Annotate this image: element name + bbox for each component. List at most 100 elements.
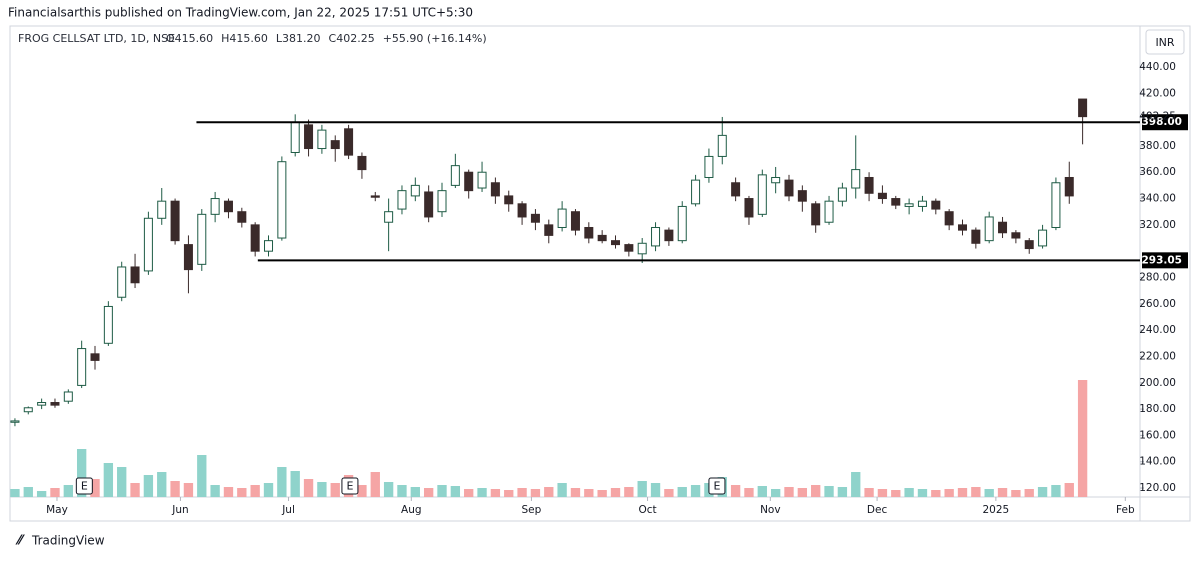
candle-body [1038,229,1048,247]
candle-body [357,155,367,171]
volume-bar [891,490,901,497]
volume-bar [677,487,687,497]
candle-body [584,226,594,239]
volume-bar [90,479,100,497]
candle-body [63,391,73,402]
candle-body [424,191,434,218]
candle-body [530,213,540,223]
x-tick-label: Jul [281,504,295,516]
volume-bar [423,488,434,497]
candle-body [971,229,981,244]
currency-box [1145,29,1185,55]
volume-bar [824,486,834,497]
candle-body [304,124,314,150]
volume-bar [877,489,888,497]
candle-body [1064,176,1074,197]
x-tick-label: Aug [401,504,422,516]
candle-body [384,211,394,223]
y-tick-label: 420.00 [1139,87,1176,99]
volume-bar [584,489,594,497]
candle-body [490,182,500,197]
candle-body [957,224,968,231]
candle-body [664,229,674,242]
volume-bar [931,490,941,497]
candle-body [611,240,621,246]
candle-body [931,200,941,210]
symbol: FROG CELLSAT LTD, 1D, NSE [18,32,175,45]
y-tick-label: 200.00 [1139,377,1176,389]
volume-bar [263,483,274,497]
candle-body [77,348,87,386]
volume-bar [557,483,567,497]
volume-bar [1064,483,1074,497]
y-tick-label: 380.00 [1139,140,1176,152]
candle-body [277,161,287,239]
candle-body [37,402,47,406]
y-tick-label: 240.00 [1139,324,1176,336]
candle-body [143,217,153,272]
volume-bar [290,471,300,497]
volume-bar [357,485,367,497]
candle-body [1011,232,1021,239]
candle-body [117,266,127,298]
level-label: 398.00 [1141,116,1182,128]
candle-body [544,224,554,236]
volume-bar [223,487,234,497]
candle-body [691,179,701,205]
candle-body [837,187,847,202]
volume-bar [117,467,127,497]
candle-body [917,200,927,207]
volume-bar [957,488,968,497]
x-tick-label: Dec [867,504,888,516]
candle-body [437,190,447,213]
volume-bar [664,489,674,497]
candle-body [851,169,861,189]
candle-body [90,353,100,361]
volume-bar [944,489,954,497]
volume-bar [303,479,314,497]
candle-body [877,192,887,200]
level-label-bg [1142,114,1188,131]
volume-bar [130,483,140,497]
candle-body [330,140,340,150]
volume-bar [1011,490,1021,497]
footer-logo: ⁄⁄ [15,534,25,549]
x-tick-label: Sep [522,504,542,516]
volume-bar [143,475,154,497]
event-marker [708,477,726,495]
event-marker [75,477,93,495]
volume-bar [610,488,621,497]
volume-bar [971,487,981,497]
candle-body [1051,182,1061,228]
y-tick-label: 160.00 [1139,429,1176,441]
volume-bar [811,485,821,497]
candle-body [771,176,781,184]
candle-body [797,190,807,202]
ohlc-legend: O415.60 H415.60 L381.20 C402.25 +55.90 (+16.… [166,32,487,45]
volume-bar [570,488,581,497]
candle-body [183,244,193,271]
footer: TradingView [31,534,105,548]
volume-bar [170,481,180,497]
volume-bar [317,482,327,497]
candle-body [717,134,727,157]
candle-body [197,213,207,265]
candle-body [998,221,1008,234]
candle-body [731,182,741,197]
candle-body [410,184,420,197]
currency: INR [1155,36,1174,49]
volume-bar [50,488,60,497]
candle-body [597,234,607,242]
volume-bar [851,472,861,497]
volume-bar [1051,485,1061,497]
volume-bar [624,487,634,497]
candle-body [677,205,687,242]
volume-bar [530,489,541,497]
volume-bar [76,449,87,497]
candle-body [237,211,247,223]
chart-frame [9,25,1191,522]
level-label: 293.05 [1141,254,1182,266]
x-tick-label: Feb [1116,504,1135,516]
volume-bar [504,490,514,497]
